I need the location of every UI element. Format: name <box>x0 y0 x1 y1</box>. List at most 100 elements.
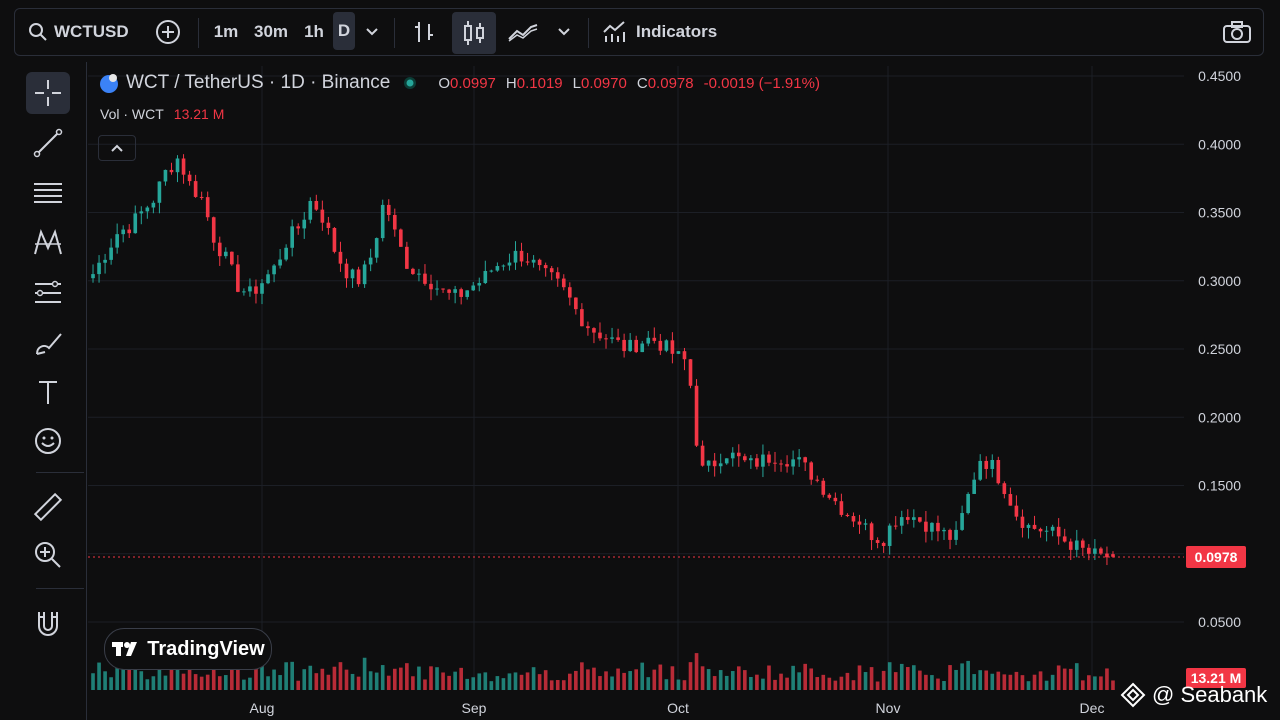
candle-body <box>700 445 705 466</box>
candle-body <box>308 200 313 220</box>
volume-bar <box>447 675 451 690</box>
candle-body <box>374 238 379 258</box>
candle-body <box>676 351 681 354</box>
volume-bar <box>1068 668 1073 690</box>
volume-bar <box>682 680 687 690</box>
volume-bar <box>320 668 325 690</box>
candle-body <box>845 514 850 517</box>
measure-tool[interactable] <box>26 486 70 528</box>
candle-body <box>344 263 349 279</box>
interval-1m[interactable]: 1m <box>213 22 239 41</box>
chart-type-dropdown[interactable] <box>554 17 574 47</box>
volume-bar <box>779 673 783 690</box>
candle-body <box>592 328 596 333</box>
screenshot-button[interactable] <box>1220 17 1254 47</box>
price-tick-label: 0.4500 <box>1198 68 1241 84</box>
candle-body <box>978 460 983 480</box>
candle-body <box>833 497 838 502</box>
volume-bar <box>519 674 524 690</box>
candle-body <box>127 229 132 234</box>
volume-bar <box>97 662 101 690</box>
candle-body <box>217 242 222 257</box>
candles-chart-type-button[interactable] <box>452 12 496 54</box>
candle-body <box>1044 530 1049 532</box>
forecast-tool[interactable] <box>26 272 70 314</box>
bars-icon <box>415 22 433 42</box>
volume-bar <box>640 662 645 690</box>
volume-bar <box>332 666 337 690</box>
compare-symbol-button[interactable] <box>154 17 182 47</box>
candle-body <box>1002 483 1007 495</box>
candle-body <box>513 250 518 263</box>
fib-retracement-tool[interactable] <box>26 172 70 214</box>
volume-bar <box>918 670 922 690</box>
volume-bar <box>718 670 723 690</box>
bar-chart-type-button[interactable] <box>408 17 440 47</box>
volume-bar <box>423 679 427 690</box>
volume-bar <box>495 676 500 690</box>
indicators-button[interactable]: Indicators <box>602 17 722 47</box>
candle-body <box>326 222 331 228</box>
pattern-icon <box>34 229 62 255</box>
candle-body <box>471 285 476 291</box>
seabank-watermark: @ Seabank <box>1120 682 1267 708</box>
candle-body <box>1014 505 1019 517</box>
candle-body <box>773 462 777 464</box>
candle-body <box>580 309 584 327</box>
volume-bar <box>1099 676 1103 690</box>
volume-bar <box>489 681 494 690</box>
volume-bar <box>133 668 138 690</box>
interval-d[interactable]: D <box>333 12 355 50</box>
area-chart-type-button[interactable] <box>506 17 540 47</box>
tradingview-logo[interactable]: TradingView <box>104 628 272 670</box>
candle-body <box>761 454 765 467</box>
brush-tool[interactable] <box>26 322 70 364</box>
pattern-tool[interactable] <box>26 222 70 264</box>
volume-bar <box>567 673 572 690</box>
chevron-down-icon <box>366 28 378 36</box>
candle-body <box>477 283 482 286</box>
volume-bar <box>646 677 651 690</box>
candle-body <box>815 479 820 481</box>
candle-body <box>1050 526 1055 531</box>
candle-body <box>1038 528 1043 532</box>
interval-1h[interactable]: 1h <box>304 22 324 41</box>
crosshair-tool[interactable] <box>26 72 70 114</box>
interval-dropdown[interactable] <box>362 17 382 47</box>
time-tick-label: Sep <box>462 700 487 716</box>
volume-bar <box>821 674 826 690</box>
binance-diamond-icon <box>1120 682 1146 708</box>
volume-bar <box>664 679 669 690</box>
current-volume-label: 13.21 M <box>1186 668 1246 688</box>
candle-body <box>483 271 488 284</box>
high-value: 0.1019 <box>516 74 563 92</box>
volume-bar <box>598 676 602 690</box>
volume-bar <box>658 664 663 690</box>
collapse-legend-button[interactable] <box>98 135 136 161</box>
toolbar-divider <box>36 472 84 473</box>
volume-bar <box>386 675 391 690</box>
candle-body <box>260 283 264 294</box>
volume-bar <box>272 669 276 690</box>
emoji-tool[interactable] <box>26 420 70 462</box>
volume-bars <box>91 653 1115 690</box>
trendline-tool[interactable] <box>26 122 70 164</box>
text-tool[interactable] <box>26 372 70 414</box>
symbol-search[interactable]: WCTUSD <box>28 17 136 47</box>
candle-body <box>966 493 970 514</box>
candle-body <box>1074 540 1079 550</box>
candle-body <box>103 259 107 263</box>
top-toolbar: WCTUSD 1m 30m 1h D Indicators <box>0 0 1280 62</box>
tradingview-icon <box>112 642 138 656</box>
volume-bar <box>236 662 240 690</box>
zoom-tool[interactable] <box>26 534 70 576</box>
volume-bar <box>380 665 385 690</box>
volume-bar <box>501 678 506 690</box>
volume-bar <box>586 669 590 690</box>
magnet-tool[interactable] <box>26 602 70 644</box>
tradingview-label: TradingView <box>147 637 265 660</box>
interval-30m[interactable]: 30m <box>253 22 289 41</box>
candle-body <box>791 459 795 467</box>
volume-bar <box>350 673 355 690</box>
price-chart[interactable]: 0.4500 0.4000 0.3500 0.3000 0.2500 0.2000 0.15… <box>86 62 1250 720</box>
